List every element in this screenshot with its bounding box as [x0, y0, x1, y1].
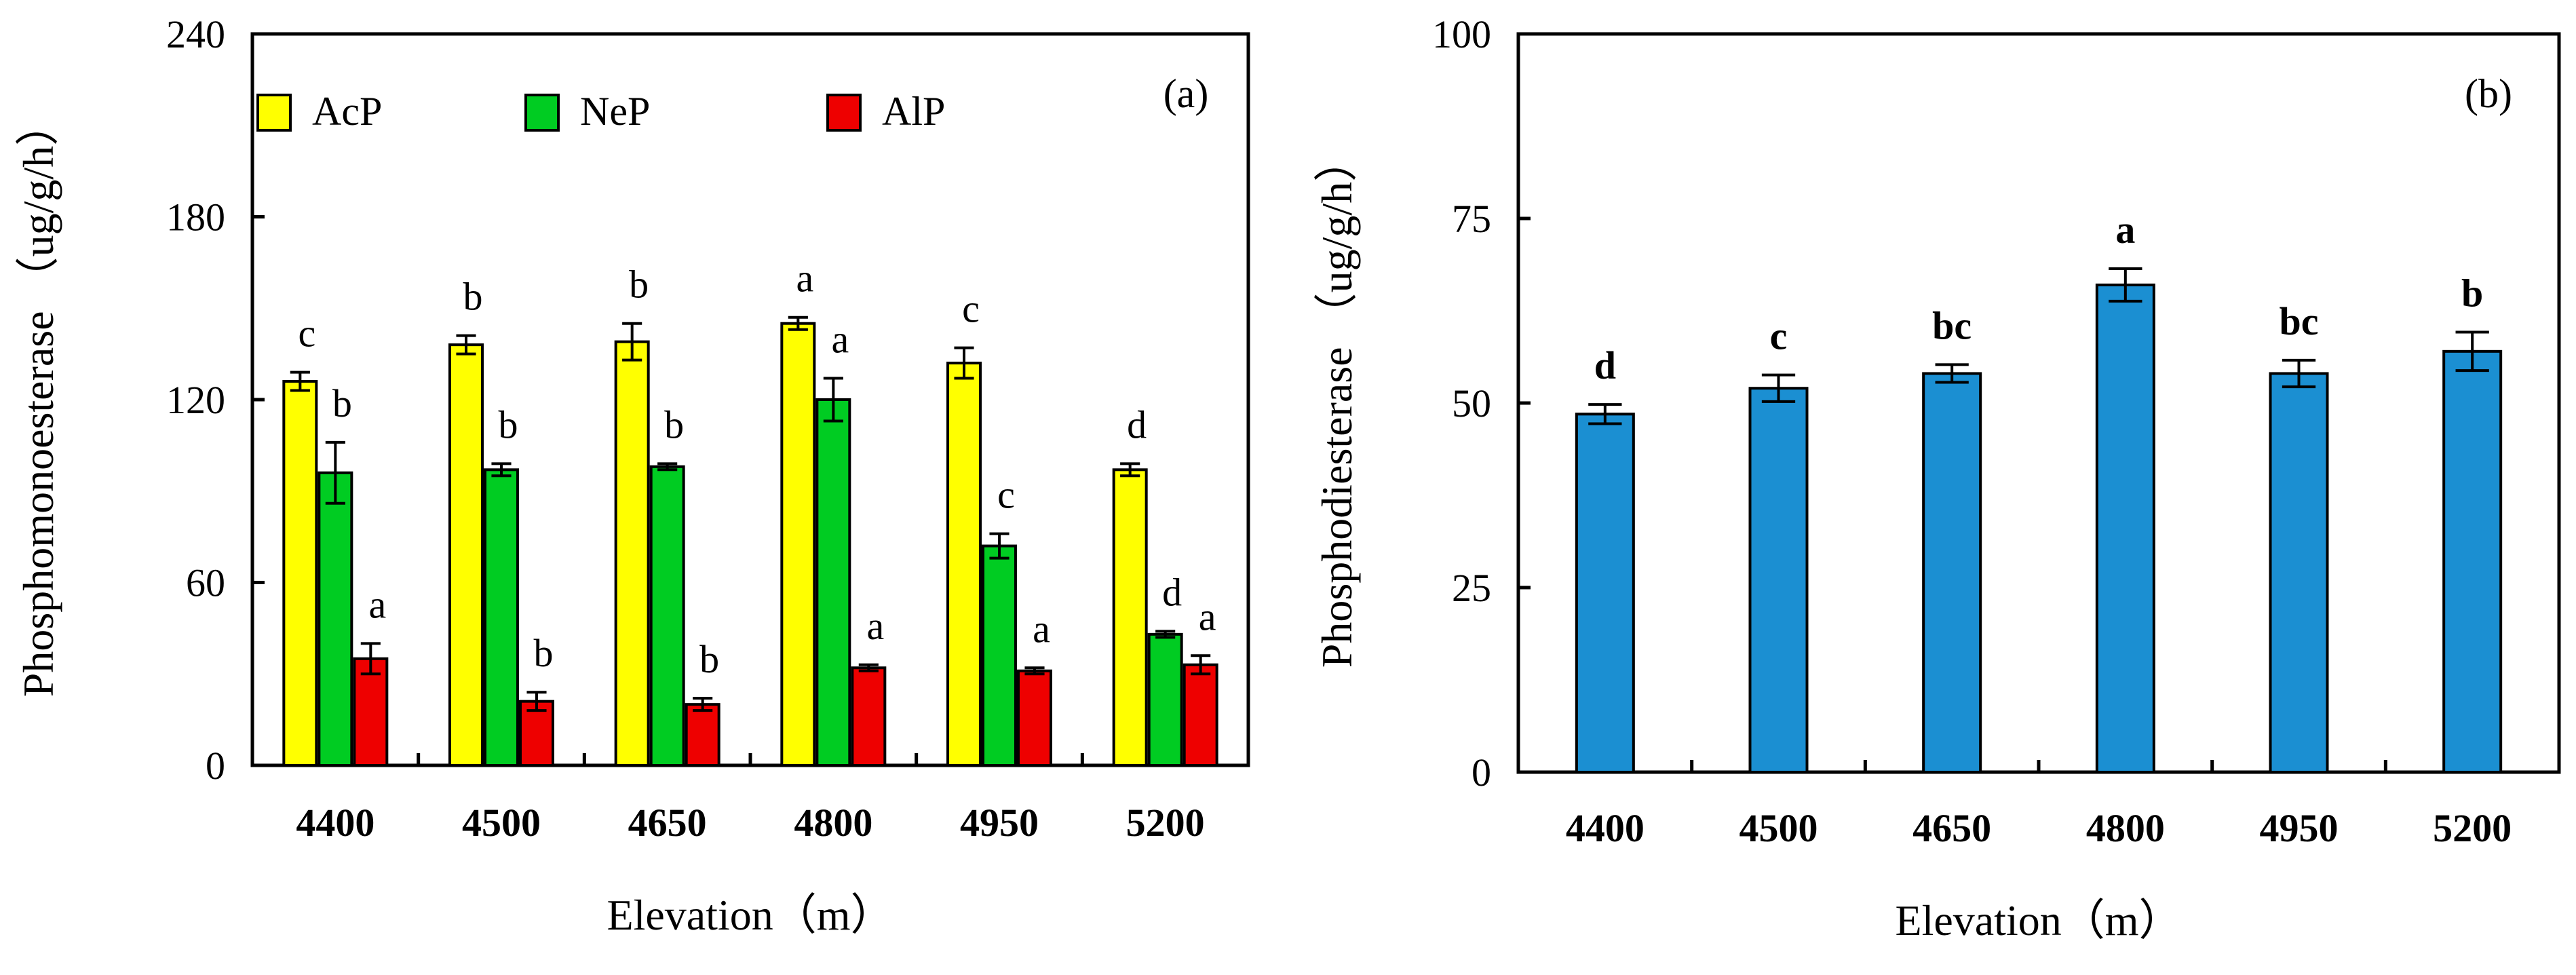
bar-AcP-4500 — [448, 343, 484, 767]
legend-label-AlP: AlP — [882, 89, 945, 134]
y-tick-label: 120 — [166, 378, 225, 422]
x-tick-label: 5200 — [2433, 806, 2512, 850]
bar-AcP-4400 — [282, 380, 318, 767]
bar-Phosphodiesterase-4800 — [2095, 283, 2155, 774]
plot-frame — [250, 32, 1250, 767]
significance-letter: b — [699, 637, 719, 681]
bar-NeP-4800 — [815, 398, 851, 767]
significance-letter: c — [298, 311, 315, 356]
bar-AcP-4800 — [780, 322, 816, 767]
significance-letter: a — [368, 582, 386, 626]
bar-Phosphodiesterase-4650 — [1922, 372, 1982, 773]
significance-letter: b — [332, 381, 352, 425]
significance-letter: bc — [2280, 299, 2319, 343]
significance-letter: b — [664, 402, 684, 446]
x-tick-label: 4400 — [296, 801, 374, 845]
x-tick-label: 4800 — [2086, 806, 2165, 850]
x-tick-label: 4950 — [2260, 806, 2339, 850]
panel-b-phosphodiesterase: 0 25 50 75 100 4400 4500 4650 4800 4950 5200 d c bc a b… — [1313, 12, 2561, 944]
x-axis-title: Elevation（m） — [1895, 896, 2182, 944]
x-tick-label: 4500 — [1739, 806, 1818, 850]
significance-letter: a — [2115, 208, 2135, 252]
bar-AlP-4950 — [1017, 669, 1052, 767]
significance-letter: c — [997, 473, 1015, 517]
y-tick-label: 0 — [1472, 750, 1491, 795]
legend: AcP NeP AlP — [256, 89, 945, 134]
significance-letter: d — [1127, 402, 1147, 446]
y-tick-label: 60 — [186, 561, 225, 605]
x-tick-label: 4650 — [628, 801, 707, 845]
significance-letter: b — [534, 631, 554, 675]
y-tick-label: 75 — [1452, 197, 1491, 241]
y-tick-label: 0 — [206, 744, 225, 788]
x-tick-label: 4800 — [794, 801, 872, 845]
legend-label-AcP: AcP — [312, 89, 382, 134]
significance-letter: c — [1770, 314, 1788, 358]
x-tick-label: 4400 — [1566, 806, 1645, 850]
legend-swatch-NeP — [524, 94, 560, 132]
bar-NeP-4650 — [649, 465, 685, 767]
significance-letter: a — [796, 256, 813, 301]
panel-label: (b) — [2465, 71, 2512, 116]
significance-letter: d — [1594, 343, 1616, 387]
y-tick-label: 240 — [166, 12, 225, 56]
bar-NeP-5200 — [1147, 632, 1183, 767]
y-axis-title: Phosphodiesterase （ug/g/h） — [1313, 138, 1361, 668]
bar-AcP-4650 — [614, 340, 650, 767]
bar-AcP-4950 — [946, 362, 982, 767]
legend-swatch-AlP — [826, 94, 862, 132]
significance-letter: a — [1033, 607, 1050, 651]
plot-frame — [1516, 32, 2561, 774]
panel-label: (a) — [1164, 71, 1209, 116]
bar-Phosphodiesterase-4400 — [1575, 413, 1635, 773]
significance-letter: b — [629, 263, 649, 307]
significance-letter: b — [2461, 271, 2483, 316]
bar-NeP-4400 — [318, 471, 353, 767]
bar-AlP-4650 — [685, 703, 720, 767]
legend-label-NeP: NeP — [580, 89, 650, 134]
x-tick-label: 4650 — [1912, 806, 1991, 850]
x-tick-label: 4500 — [462, 801, 541, 845]
significance-letter: a — [866, 604, 884, 648]
significance-letter: bc — [1932, 303, 1972, 347]
legend-swatch-AcP — [256, 94, 292, 132]
y-tick-label: 50 — [1452, 381, 1491, 425]
y-axis-title: Phosphomonoesterase （ug/g/h） — [14, 102, 62, 697]
bar-AlP-5200 — [1183, 663, 1218, 767]
x-tick-label: 5200 — [1126, 801, 1205, 845]
significance-letter: b — [463, 275, 483, 319]
y-tick-label: 100 — [1432, 12, 1491, 56]
y-tick-label: 180 — [166, 195, 225, 240]
significance-letter: b — [499, 402, 518, 446]
bar-Phosphodiesterase-4500 — [1748, 387, 1809, 773]
significance-letter: a — [1199, 594, 1216, 638]
bar-AlP-4500 — [519, 700, 554, 767]
significance-letter: a — [831, 318, 849, 362]
bar-Phosphodiesterase-5200 — [2442, 349, 2503, 773]
y-tick-label: 25 — [1452, 566, 1491, 610]
significance-letter: d — [1162, 570, 1182, 614]
bar-Phosphodiesterase-4950 — [2269, 372, 2329, 773]
bar-AcP-5200 — [1112, 468, 1148, 767]
bar-AlP-4400 — [353, 657, 389, 767]
x-tick-label: 4950 — [960, 801, 1039, 845]
x-axis-title: Elevation（m） — [607, 891, 893, 939]
bar-AlP-4800 — [851, 666, 887, 767]
bar-NeP-4500 — [484, 468, 519, 767]
significance-letter: c — [962, 287, 980, 331]
bar-NeP-4950 — [982, 544, 1017, 767]
